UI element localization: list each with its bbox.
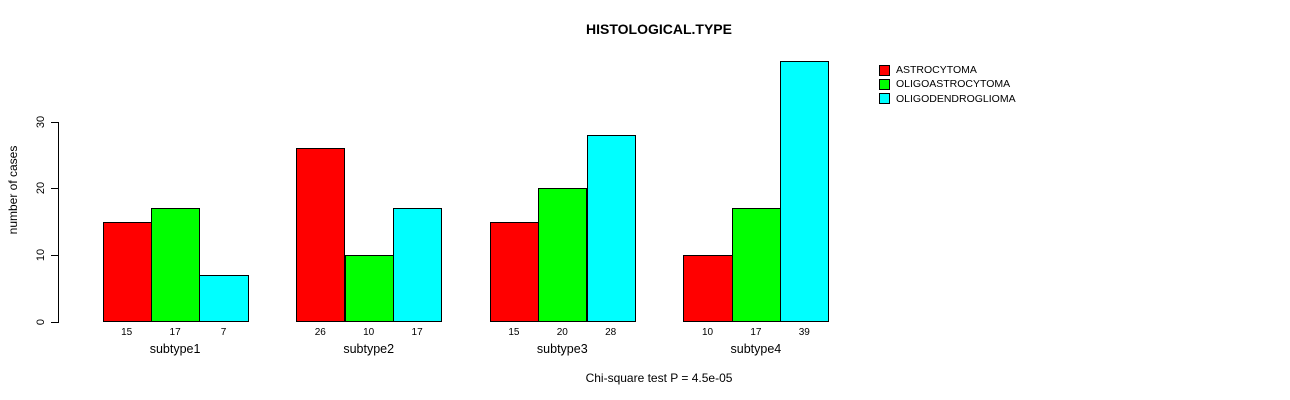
bar-subtype2-oligoastrocytoma: [344, 255, 394, 322]
bar-subtype4-oligodendroglioma: [780, 61, 830, 322]
bar-subtype2-astrocytoma: [296, 148, 346, 322]
bar-value-label: 10: [701, 327, 714, 338]
bar-value-label: 7: [220, 327, 227, 338]
bar-value-label: 10: [363, 327, 375, 338]
legend-swatch-oligodendroglioma: [879, 93, 890, 105]
legend-label-oligoastrocytoma: OLIGOASTROCYTOMA: [896, 78, 1011, 91]
bar-value-label: 20: [556, 327, 568, 338]
bar-value-label: 26: [314, 327, 326, 338]
y-tick-label: 0: [35, 318, 47, 326]
bar-subtype1-oligoastrocytoma: [150, 208, 201, 322]
y-tick-label: 30: [35, 115, 47, 128]
y-tick-label: 20: [35, 182, 47, 195]
legend-swatch-oligoastrocytoma: [879, 78, 890, 90]
bar-value-label: 15: [121, 327, 133, 338]
y-tick: [51, 121, 58, 123]
bar-value-label: 17: [169, 327, 181, 338]
bar-subtype4-astrocytoma: [683, 255, 733, 322]
bar-subtype3-astrocytoma: [489, 221, 540, 322]
y-tick: [51, 322, 58, 323]
legend-swatch-astrocytoma: [879, 64, 890, 76]
bar-subtype2-oligodendroglioma: [392, 208, 443, 322]
category-label-subtype2: subtype2: [343, 342, 395, 356]
legend-label-astrocytoma: ASTROCYTOMA: [896, 64, 977, 76]
y-tick: [51, 188, 58, 190]
bar-value-label: 15: [508, 327, 520, 338]
category-label-subtype3: subtype3: [536, 342, 588, 356]
y-axis-line: [58, 121, 59, 323]
bar-value-label: 39: [798, 327, 810, 338]
bar-subtype3-oligoastrocytoma: [538, 188, 588, 322]
bar-value-label: 17: [411, 327, 423, 338]
legend-item-oligoastrocytoma: OLIGOASTROCYTOMA: [879, 78, 1016, 90]
legend-item-oligodendroglioma: OLIGODENDROGLIOMA: [879, 93, 1016, 105]
bar-subtype1-astrocytoma: [102, 221, 152, 322]
bar-subtype3-oligodendroglioma: [586, 134, 636, 322]
bar-value-label: 17: [750, 327, 762, 338]
bar-value-label: 28: [605, 327, 617, 338]
y-axis-label: number of cases: [6, 145, 20, 235]
y-tick: [51, 255, 58, 257]
bar-subtype1-oligodendroglioma: [199, 275, 249, 322]
bar-subtype4-oligoastrocytoma: [731, 208, 782, 322]
category-label-subtype4: subtype4: [730, 342, 782, 356]
chart-title: HISTOLOGICAL.TYPE: [586, 21, 732, 37]
caption: Chi-square test P = 4.5e-05: [585, 371, 733, 385]
legend: ASTROCYTOMA OLIGOASTROCYTOMA OLIGODENDRO…: [879, 64, 1016, 105]
legend-label-oligodendroglioma: OLIGODENDROGLIOMA: [896, 92, 1016, 105]
y-tick-label: 10: [35, 249, 47, 262]
category-label-subtype1: subtype1: [149, 342, 201, 356]
legend-item-astrocytoma: ASTROCYTOMA: [879, 64, 1016, 76]
